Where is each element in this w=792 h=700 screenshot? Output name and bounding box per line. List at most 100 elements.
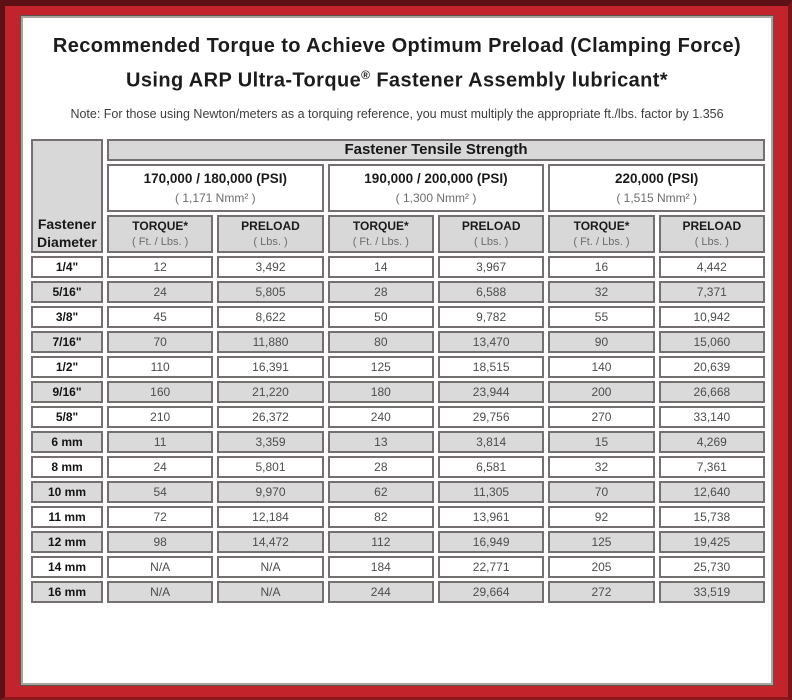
torque-value-cell: 32: [548, 455, 655, 478]
preload-value-cell: 33,519: [658, 580, 765, 603]
preload-value-cell: 3,359: [217, 430, 324, 453]
table-row: 5/16" 24 5,805 28 6,588 32 7,371: [31, 280, 765, 303]
torque-value-cell: 62: [327, 480, 434, 503]
preload-value-cell: 12,184: [217, 505, 324, 528]
preload-value-cell: 5,801: [217, 455, 324, 478]
preload-value-cell: 3,814: [437, 430, 545, 453]
preload-value-cell: 26,668: [658, 380, 765, 403]
torque-value-cell: 14: [327, 255, 434, 278]
preload-value-cell: 19,425: [658, 530, 765, 553]
torque-value-cell: 210: [107, 405, 214, 428]
preload-value-cell: 12,640: [658, 480, 765, 503]
fastener-diameter-cell: 10 mm: [31, 480, 103, 503]
table-body: 1/4" 12 3,492 14 3,967 16 4,442 5/16" 24 5,805 28 6…: [31, 255, 765, 603]
table-row: 1/2" 110 16,391 125 18,515 140 20,639: [31, 355, 765, 378]
torque-value-cell: 92: [548, 505, 655, 528]
psi-group-2: 190,000 / 200,000 (PSI) ( 1,300 Nmm² ): [327, 163, 545, 212]
psi-group-1: 170,000 / 180,000 (PSI) ( 1,171 Nmm² ): [107, 163, 324, 212]
torque-value-cell: 45: [107, 305, 214, 328]
table-row: 10 mm 54 9,970 62 11,305 70 12,640: [31, 480, 765, 503]
preload-value-cell: 10,942: [658, 305, 765, 328]
preload-header: PRELOAD ( Lbs. ): [658, 214, 765, 253]
torque-value-cell: 112: [327, 530, 434, 553]
preload-value-cell: 8,622: [217, 305, 324, 328]
preload-value-cell: 29,756: [437, 405, 545, 428]
torque-value-cell: N/A: [107, 580, 214, 603]
preload-value-cell: 26,372: [217, 405, 324, 428]
torque-preload-header-row: TORQUE* ( Ft. / Lbs. ) PRELOAD ( Lbs. ) …: [31, 214, 765, 253]
torque-header: TORQUE* ( Ft. / Lbs. ): [327, 214, 434, 253]
preload-value-cell: 4,442: [658, 255, 765, 278]
preload-header: PRELOAD ( Lbs. ): [217, 214, 324, 253]
title-line-2: Using ARP Ultra-Torque® Fastener Assembl…: [126, 68, 668, 92]
preload-value-cell: 7,371: [658, 280, 765, 303]
preload-value-cell: 11,305: [437, 480, 545, 503]
preload-value-cell: 6,588: [437, 280, 545, 303]
torque-value-cell: 184: [327, 555, 434, 578]
fastener-diameter-cell: 5/8": [31, 405, 103, 428]
preload-value-cell: 14,472: [217, 530, 324, 553]
torque-value-cell: 90: [548, 330, 655, 353]
torque-value-cell: 28: [327, 280, 434, 303]
psi-label: 170,000 / 180,000 (PSI): [143, 170, 287, 186]
torque-preload-table: Fastener Diameter Fastener Tensile Stren…: [27, 135, 769, 606]
preload-value-cell: 23,944: [437, 380, 545, 403]
nmm-label: ( 1,300 Nmm² ): [395, 190, 477, 205]
table-row: 7/16" 70 11,880 80 13,470 90 15,060: [31, 330, 765, 353]
preload-value-cell: 20,639: [658, 355, 765, 378]
torque-value-cell: 240: [327, 405, 434, 428]
fastener-diameter-cell: 14 mm: [31, 555, 103, 578]
psi-group-3: 220,000 (PSI) ( 1,515 Nmm² ): [548, 163, 765, 212]
preload-value-cell: 7,361: [658, 455, 765, 478]
torque-value-cell: 55: [548, 305, 655, 328]
nmm-label: ( 1,515 Nmm² ): [616, 190, 697, 205]
psi-group-row: 170,000 / 180,000 (PSI) ( 1,171 Nmm² ) 1…: [31, 163, 765, 212]
torque-value-cell: 160: [107, 380, 214, 403]
torque-value-cell: 16: [548, 255, 655, 278]
preload-value-cell: 29,664: [437, 580, 545, 603]
preload-value-cell: 22,771: [437, 555, 545, 578]
preload-header: PRELOAD ( Lbs. ): [437, 214, 545, 253]
preload-value-cell: N/A: [217, 555, 324, 578]
torque-value-cell: 28: [327, 455, 434, 478]
preload-value-cell: 6,581: [437, 455, 545, 478]
preload-value-cell: 4,269: [658, 430, 765, 453]
table-row: 6 mm 11 3,359 13 3,814 15 4,269: [31, 430, 765, 453]
table-row: 9/16" 160 21,220 180 23,944 200 26,668: [31, 380, 765, 403]
preload-value-cell: 5,805: [217, 280, 324, 303]
torque-value-cell: 98: [107, 530, 214, 553]
torque-value-cell: 24: [107, 280, 214, 303]
torque-value-cell: 12: [107, 255, 214, 278]
torque-value-cell: 200: [548, 380, 655, 403]
torque-value-cell: 54: [107, 480, 214, 503]
torque-value-cell: 32: [548, 280, 655, 303]
preload-value-cell: 9,970: [217, 480, 324, 503]
torque-value-cell: 72: [107, 505, 214, 528]
preload-value-cell: 15,738: [658, 505, 765, 528]
preload-value-cell: 18,515: [437, 355, 545, 378]
fastener-diameter-cell: 1/4": [31, 255, 103, 278]
preload-value-cell: 16,391: [217, 355, 324, 378]
table-row: 16 mm N/A N/A 244 29,664 272 33,519: [31, 580, 765, 603]
torque-value-cell: 140: [548, 355, 655, 378]
title-line-1: Recommended Torque to Achieve Optimum Pr…: [52, 35, 742, 57]
torque-value-cell: 50: [327, 305, 434, 328]
preload-value-cell: 3,967: [437, 255, 545, 278]
fastener-diameter-cell: 8 mm: [31, 455, 103, 478]
preload-value-cell: 9,782: [437, 305, 545, 328]
fastener-diameter-cell: 16 mm: [31, 580, 103, 603]
fastener-diameter-cell: 12 mm: [31, 530, 103, 553]
torque-value-cell: 70: [107, 330, 214, 353]
table-row: 11 mm 72 12,184 82 13,961 92 15,738: [31, 505, 765, 528]
torque-value-cell: 125: [327, 355, 434, 378]
nmm-label: ( 1,171 Nmm² ): [174, 190, 256, 205]
torque-value-cell: 24: [107, 455, 214, 478]
torque-header: TORQUE* ( Ft. / Lbs. ): [107, 214, 214, 253]
torque-value-cell: 110: [107, 355, 214, 378]
torque-value-cell: 15: [548, 430, 655, 453]
registered-trademark-symbol: ®: [361, 68, 371, 82]
preload-value-cell: 3,492: [217, 255, 324, 278]
preload-value-cell: N/A: [217, 580, 324, 603]
fastener-diameter-cell: 1/2": [31, 355, 103, 378]
page-title: Recommended Torque to Achieve Optimum Pr…: [27, 32, 767, 96]
